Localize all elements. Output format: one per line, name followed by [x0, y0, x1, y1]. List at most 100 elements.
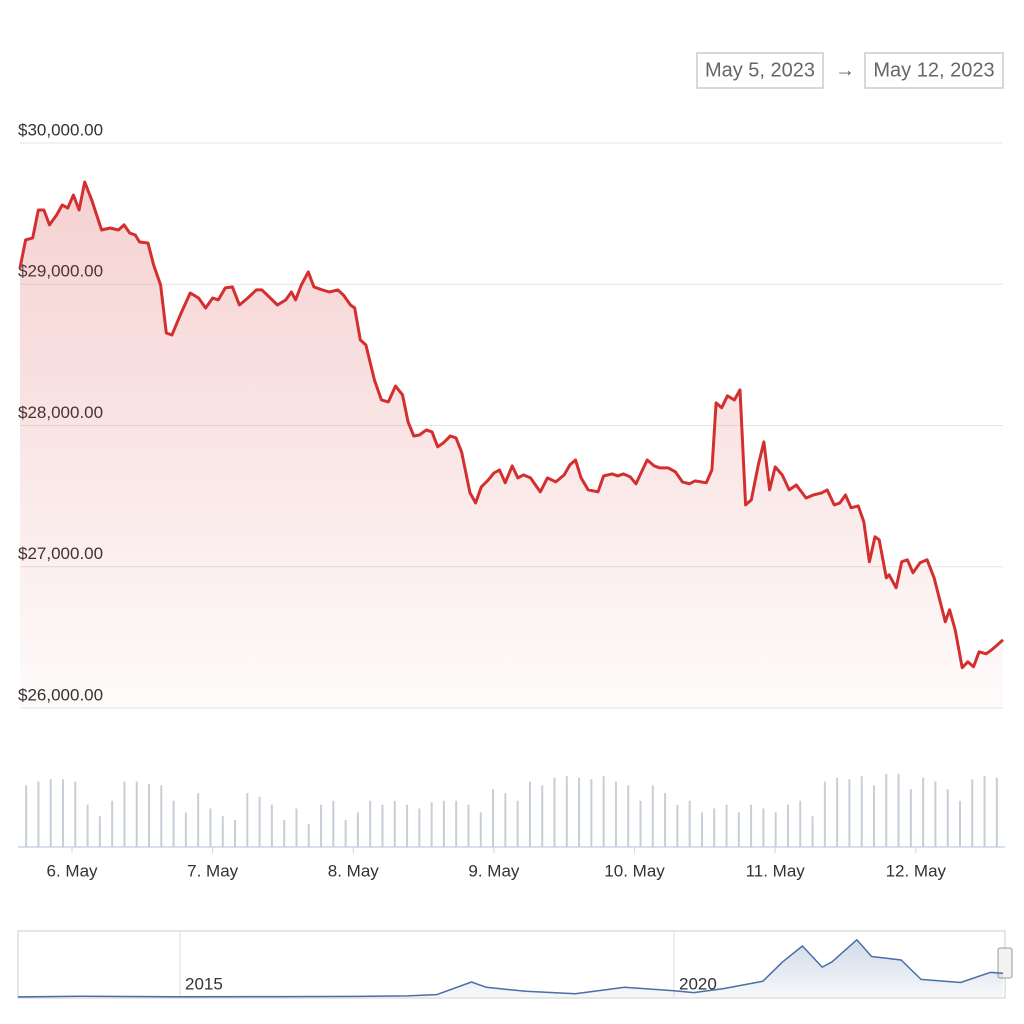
volume-bar	[356, 812, 359, 847]
x-tick-label: 10. May	[604, 861, 665, 880]
price-line	[18, 180, 1005, 670]
volume-bar	[541, 785, 544, 847]
volume-bar	[442, 800, 445, 847]
volume-bar	[836, 777, 839, 847]
volume-bar	[750, 804, 753, 847]
x-tick-label: 7. May	[187, 861, 239, 880]
x-tick-label: 6. May	[47, 861, 99, 880]
volume-bar	[221, 816, 224, 847]
volume-bar	[614, 781, 617, 847]
volume-bar	[455, 800, 458, 847]
x-tick-label: 2015	[185, 974, 223, 993]
volume-bar	[283, 820, 286, 847]
volume-bar	[713, 808, 716, 847]
volume-bar	[246, 793, 249, 847]
volume-bar	[135, 781, 138, 847]
volume-bar	[848, 779, 851, 847]
y-tick-label: $30,000.00	[18, 120, 103, 139]
navigator-handle[interactable]	[997, 947, 1013, 979]
volume-bar	[872, 785, 875, 847]
volume-bar	[823, 781, 826, 847]
volume-bar	[602, 776, 605, 847]
volume-bar	[578, 777, 581, 847]
volume-bar	[922, 777, 925, 847]
volume-bar	[393, 800, 396, 847]
volume-bar	[418, 808, 421, 847]
volume-bar	[651, 785, 654, 847]
date-to: May 12, 2023	[873, 59, 994, 81]
volume-bar	[320, 804, 323, 847]
volume-bar	[307, 823, 310, 847]
x-tick-label: 8. May	[328, 861, 380, 880]
date-to-input[interactable]	[864, 52, 1004, 89]
volume-bar	[98, 816, 101, 847]
area-fill	[20, 182, 1003, 708]
volume-bar	[737, 812, 740, 847]
volume-bar	[270, 804, 273, 847]
volume-bar	[197, 793, 200, 847]
volume-bar	[639, 800, 642, 847]
volume-bar	[528, 781, 531, 847]
volume-bar	[786, 804, 789, 847]
volume-bar	[995, 777, 998, 847]
volume-bar	[234, 820, 237, 847]
date-from: May 5, 2023	[705, 59, 815, 81]
volume-bar	[49, 779, 52, 847]
volume-bar	[172, 800, 175, 847]
volume-bar	[811, 816, 814, 847]
x-tick-label: 12. May	[886, 861, 947, 880]
volume-bar	[860, 776, 863, 847]
date-from-input[interactable]	[696, 52, 824, 89]
volume-bar	[627, 785, 630, 847]
volume-bar	[971, 779, 974, 847]
volume-bar	[344, 820, 347, 847]
date-separator: →	[835, 59, 855, 81]
volume-bar	[332, 800, 335, 847]
volume-bar	[148, 783, 151, 847]
volume-bar	[467, 804, 470, 847]
volume-bar	[909, 789, 912, 847]
volume-bar	[184, 812, 187, 847]
volume-bar	[676, 804, 679, 847]
volume-bar	[504, 793, 507, 847]
volume-bar	[479, 812, 482, 847]
volume-bar	[111, 800, 114, 847]
x-tick-label: 9. May	[468, 861, 520, 880]
volume-bar	[799, 800, 802, 847]
volume-bar	[700, 812, 703, 847]
volume-bar	[369, 800, 372, 847]
volume-bar	[946, 789, 949, 847]
volume-bar	[74, 781, 77, 847]
volume-bar	[258, 796, 261, 847]
volume-bar	[885, 773, 888, 847]
volume-bar	[565, 776, 568, 847]
volume-bar	[37, 781, 40, 847]
volume-bar	[123, 781, 126, 847]
volume-bar	[762, 808, 765, 847]
volume-bar	[774, 812, 777, 847]
volume-bar	[86, 804, 89, 847]
volume-bar	[62, 779, 65, 847]
x-tick-label: 2020	[679, 974, 717, 993]
volume-bar	[492, 789, 495, 847]
volume-bar	[688, 800, 691, 847]
volume-bar	[553, 777, 556, 847]
volume-bar	[516, 800, 519, 847]
volume-bar	[160, 785, 163, 847]
volume-bar	[934, 781, 937, 847]
x-tick-label: 11. May	[746, 861, 806, 880]
price-line	[17, 939, 1004, 998]
volume-bar	[25, 785, 28, 847]
volume-bar	[209, 808, 212, 847]
volume-bar	[590, 779, 593, 847]
area-fill	[18, 939, 1003, 997]
volume-bar	[406, 804, 409, 847]
volume-bar	[430, 802, 433, 847]
volume-bar	[381, 804, 384, 847]
volume-bar	[725, 804, 728, 847]
volume-bar	[664, 793, 667, 847]
volume-bar	[958, 800, 961, 847]
volume-bar	[897, 773, 900, 847]
volume-bar	[295, 808, 298, 847]
